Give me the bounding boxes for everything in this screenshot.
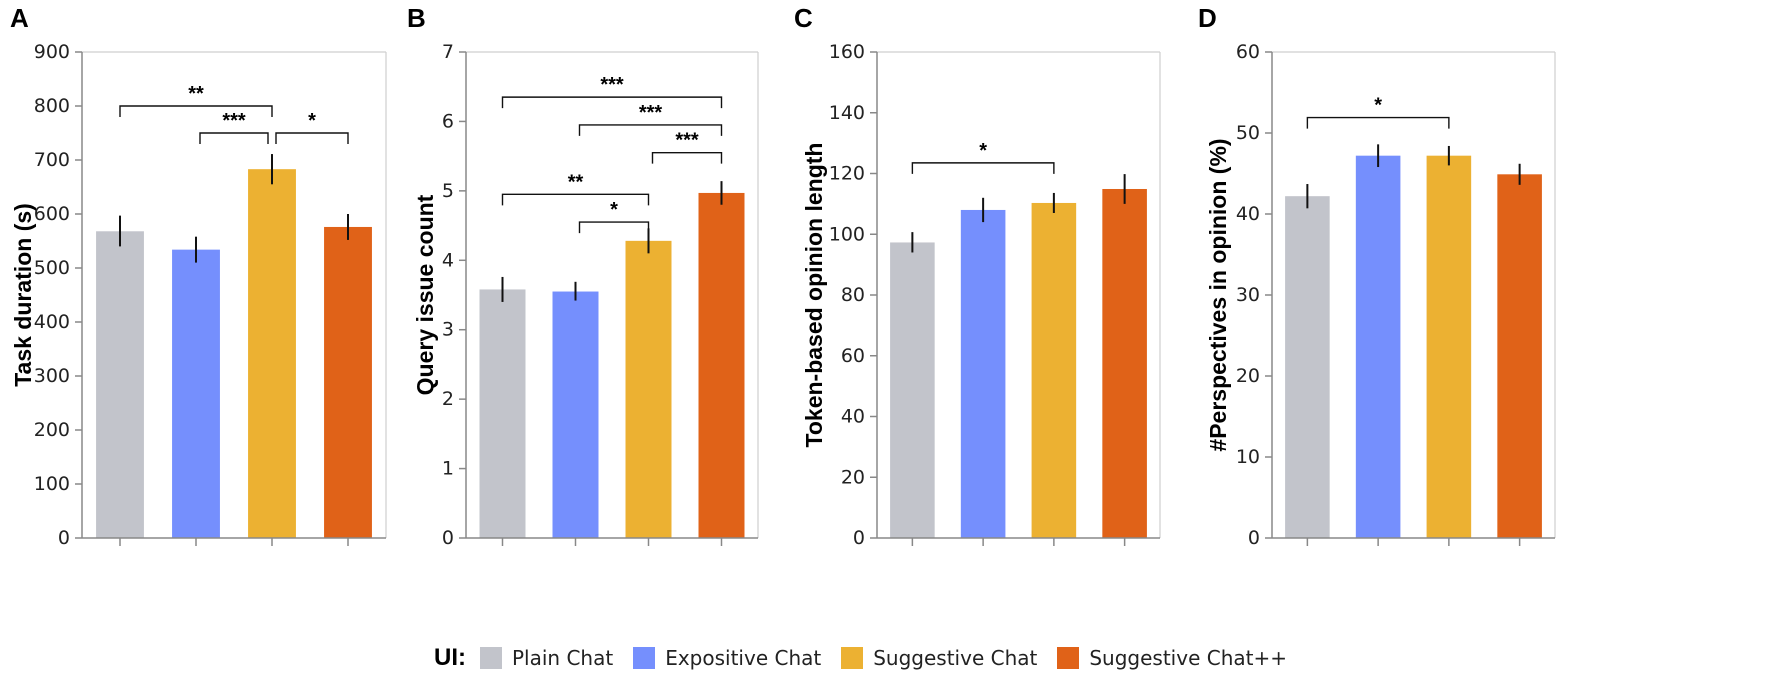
legend-swatch-expositive-chat bbox=[633, 647, 656, 669]
significance-bracket-a-1 bbox=[199, 132, 269, 144]
y-tick-label-a-600: 600 bbox=[34, 203, 70, 225]
bar-d-suggestive-chat-plus-plus bbox=[1497, 174, 1542, 538]
bar-b-suggestive-chat-plus-plus bbox=[698, 192, 745, 538]
bar-a-suggestive-chat-plus-plus bbox=[324, 226, 372, 538]
legend-swatch-plain-chat bbox=[480, 647, 502, 669]
y-tick-label-d-20: 20 bbox=[1236, 365, 1260, 387]
y-tick-label-d-10: 10 bbox=[1236, 446, 1260, 468]
y-tick-label-a-400: 400 bbox=[34, 311, 70, 333]
significance-label-b-3: ** bbox=[568, 171, 584, 193]
panel-letter-d: D bbox=[1198, 3, 1217, 33]
y-tick-label-c-40: 40 bbox=[841, 406, 865, 428]
legend-label-suggestive-chat-plus-plus: Suggestive Chat++ bbox=[1089, 646, 1287, 670]
panel-letter-b: B bbox=[407, 3, 426, 33]
bar-b-plain-chat bbox=[479, 289, 526, 538]
significance-bracket-b-0 bbox=[501, 96, 723, 109]
bar-d-suggestive-chat bbox=[1426, 155, 1472, 538]
y-tick-label-a-700: 700 bbox=[34, 149, 70, 171]
y-axis-label-a: Task duration (s) bbox=[10, 203, 36, 387]
legend-swatch-suggestive-chat bbox=[841, 647, 864, 669]
panel-letter-c: C bbox=[794, 3, 813, 33]
y-tick-label-b-1: 1 bbox=[442, 458, 454, 480]
bar-c-suggestive-chat-plus-plus bbox=[1102, 188, 1147, 538]
significance-label-d-0: * bbox=[1374, 95, 1382, 117]
bar-b-expositive-chat bbox=[552, 291, 599, 538]
significance-label-b-2: *** bbox=[675, 130, 699, 152]
y-tick-label-c-60: 60 bbox=[841, 345, 865, 367]
bar-a-expositive-chat bbox=[172, 249, 220, 538]
bar-d-plain-chat bbox=[1285, 196, 1330, 538]
legend-item-plain-chat: Plain Chat bbox=[480, 646, 613, 670]
significance-bracket-a-2 bbox=[275, 132, 349, 144]
y-tick-label-b-6: 6 bbox=[442, 110, 454, 132]
significance-label-a-0: ** bbox=[188, 83, 204, 105]
y-tick-label-a-300: 300 bbox=[34, 365, 70, 387]
y-tick-label-c-160: 160 bbox=[829, 41, 865, 63]
bar-c-expositive-chat bbox=[960, 209, 1006, 538]
y-tick-label-c-120: 120 bbox=[829, 163, 865, 185]
significance-label-a-2: * bbox=[308, 110, 316, 132]
y-tick-label-a-800: 800 bbox=[34, 95, 70, 117]
legend: UI: Plain Chat Expositive Chat Suggestiv… bbox=[434, 641, 1307, 675]
legend-item-suggestive-chat: Suggestive Chat bbox=[841, 646, 1037, 670]
y-tick-label-d-60: 60 bbox=[1236, 41, 1260, 63]
significance-label-b-0: *** bbox=[600, 74, 624, 96]
y-tick-label-a-500: 500 bbox=[34, 257, 70, 279]
bar-c-suggestive-chat bbox=[1031, 202, 1077, 538]
significance-label-b-1: *** bbox=[639, 102, 663, 124]
y-tick-label-d-40: 40 bbox=[1236, 203, 1260, 225]
legend-item-suggestive-chat-plus-plus: Suggestive Chat++ bbox=[1057, 646, 1287, 670]
y-tick-label-b-7: 7 bbox=[442, 41, 454, 63]
significance-label-b-4: * bbox=[610, 199, 618, 221]
significance-bracket-b-1 bbox=[578, 124, 723, 136]
y-tick-label-c-100: 100 bbox=[829, 223, 865, 245]
legend-swatch-suggestive-chat-plus-plus bbox=[1057, 647, 1080, 669]
legend-title: UI: bbox=[434, 644, 466, 671]
bar-a-plain-chat bbox=[96, 231, 144, 538]
bar-d-expositive-chat bbox=[1355, 155, 1401, 538]
y-tick-label-b-0: 0 bbox=[442, 527, 454, 549]
y-tick-label-d-0: 0 bbox=[1248, 527, 1260, 549]
panel-letter-a: A bbox=[10, 3, 29, 33]
bar-a-suggestive-chat bbox=[248, 169, 296, 538]
significance-bracket-b-3 bbox=[501, 193, 650, 206]
chart-panel-d: D 0 10 20 30 40 50 60 #Perspectives in opinion (… bbox=[1198, 3, 1556, 549]
bar-b-suggestive-chat bbox=[625, 240, 672, 539]
significance-bracket-a-0 bbox=[119, 105, 273, 117]
significance-bracket-b-2 bbox=[651, 151, 723, 164]
significance-label-c-0: * bbox=[979, 140, 987, 162]
y-tick-label-b-4: 4 bbox=[442, 249, 454, 271]
y-tick-label-a-900: 900 bbox=[34, 41, 70, 63]
significance-bracket-c-0 bbox=[911, 162, 1055, 174]
significance-label-a-1: *** bbox=[222, 110, 246, 132]
y-tick-label-c-0: 0 bbox=[853, 527, 865, 549]
y-tick-label-c-140: 140 bbox=[829, 102, 865, 124]
significance-bracket-d-0 bbox=[1306, 116, 1450, 129]
y-tick-label-a-100: 100 bbox=[34, 473, 70, 495]
y-tick-label-c-80: 80 bbox=[841, 284, 865, 306]
legend-label-suggestive-chat: Suggestive Chat bbox=[873, 646, 1038, 670]
y-tick-label-a-0: 0 bbox=[58, 527, 70, 549]
y-tick-label-d-50: 50 bbox=[1236, 122, 1260, 144]
legend-item-expositive-chat: Expositive Chat bbox=[633, 646, 821, 670]
y-tick-label-b-2: 2 bbox=[442, 388, 454, 410]
y-axis-label-b: Query issue count bbox=[412, 194, 438, 395]
y-tick-label-b-3: 3 bbox=[442, 319, 454, 341]
legend-label-expositive-chat: Expositive Chat bbox=[665, 646, 822, 670]
chart-panel-c: C 0 20 40 60 80 100 120 140 160 Token-based opinio… bbox=[794, 3, 1161, 549]
y-tick-label-b-5: 5 bbox=[442, 180, 454, 202]
y-axis-label-c: Token-based opinion length bbox=[801, 143, 827, 448]
y-axis-label-d: #Perspectives in opinion (%) bbox=[1205, 138, 1231, 451]
bar-c-plain-chat bbox=[890, 242, 935, 539]
y-tick-label-d-30: 30 bbox=[1236, 284, 1260, 306]
legend-label-plain-chat: Plain Chat bbox=[512, 646, 614, 670]
y-tick-label-a-200: 200 bbox=[34, 419, 70, 441]
chart-panel-a: A 0 100 200 300 400 500 600 700 800 900 Task durati… bbox=[10, 3, 387, 549]
y-tick-label-c-20: 20 bbox=[841, 466, 865, 488]
significance-bracket-b-4 bbox=[578, 221, 650, 234]
